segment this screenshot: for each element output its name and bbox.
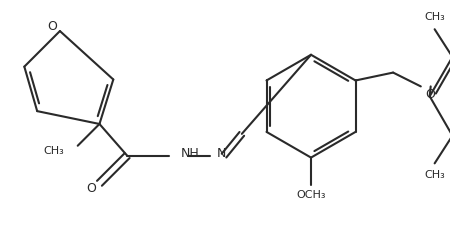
Text: CH₃: CH₃: [424, 12, 445, 22]
Text: O: O: [87, 182, 96, 195]
Text: O: O: [47, 20, 57, 33]
Text: NH: NH: [181, 147, 199, 160]
Text: CH₃: CH₃: [43, 146, 64, 156]
Text: CH₃: CH₃: [424, 170, 445, 180]
Text: O: O: [426, 88, 436, 101]
Text: N: N: [217, 147, 226, 160]
Text: OCH₃: OCH₃: [296, 190, 326, 200]
